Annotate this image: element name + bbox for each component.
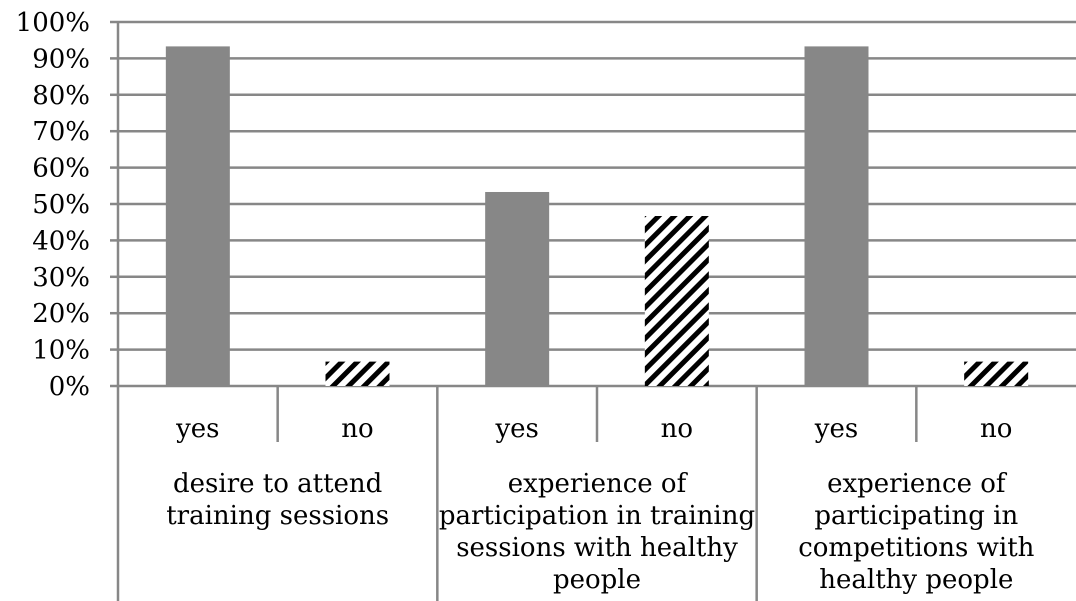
category-label: yes (814, 414, 858, 444)
group-label-line: training sessions (166, 501, 389, 531)
y-tick-label: 80% (32, 81, 90, 111)
y-tick-label: 90% (32, 44, 90, 74)
group-label-line: people (553, 565, 641, 595)
group-label-line: competitions with (798, 533, 1034, 563)
bar-no (964, 361, 1029, 386)
axes (110, 20, 918, 601)
category-label: no (980, 414, 1012, 444)
bar-yes (804, 46, 869, 386)
group-label-line: experience of (827, 469, 1008, 499)
group-label-line: participating in (814, 501, 1018, 531)
bar-no (325, 361, 390, 386)
y-tick-label: 20% (32, 299, 90, 329)
bar-no (644, 216, 709, 386)
category-label: yes (175, 414, 219, 444)
category-label: no (341, 414, 373, 444)
bar-yes (165, 46, 230, 386)
category-label: no (661, 414, 693, 444)
y-tick-label: 40% (32, 226, 90, 256)
y-tick-label: 10% (32, 336, 90, 366)
gridlines (118, 20, 1076, 388)
group-label-line: healthy people (819, 565, 1013, 595)
y-tick-label: 30% (32, 263, 90, 293)
bar-yes (485, 191, 550, 386)
bars (165, 46, 1029, 386)
y-tick-label: 50% (32, 190, 90, 220)
labels: 0% 10% 20% 30% 40% 50% 60% 70% 80% 90% 100% yes no de… (16, 8, 1035, 595)
y-tick-label: 100% (16, 8, 90, 38)
group-label-line: participation in training (439, 501, 755, 531)
group-label-line: desire to attend (173, 469, 382, 499)
category-label: yes (494, 414, 538, 444)
group-label-line: sessions with healthy (456, 533, 738, 563)
y-tick-label: 70% (32, 117, 90, 147)
y-tick-label: 0% (49, 372, 90, 402)
group-label-line: experience of (508, 469, 689, 499)
y-tick-label: 60% (32, 154, 90, 184)
